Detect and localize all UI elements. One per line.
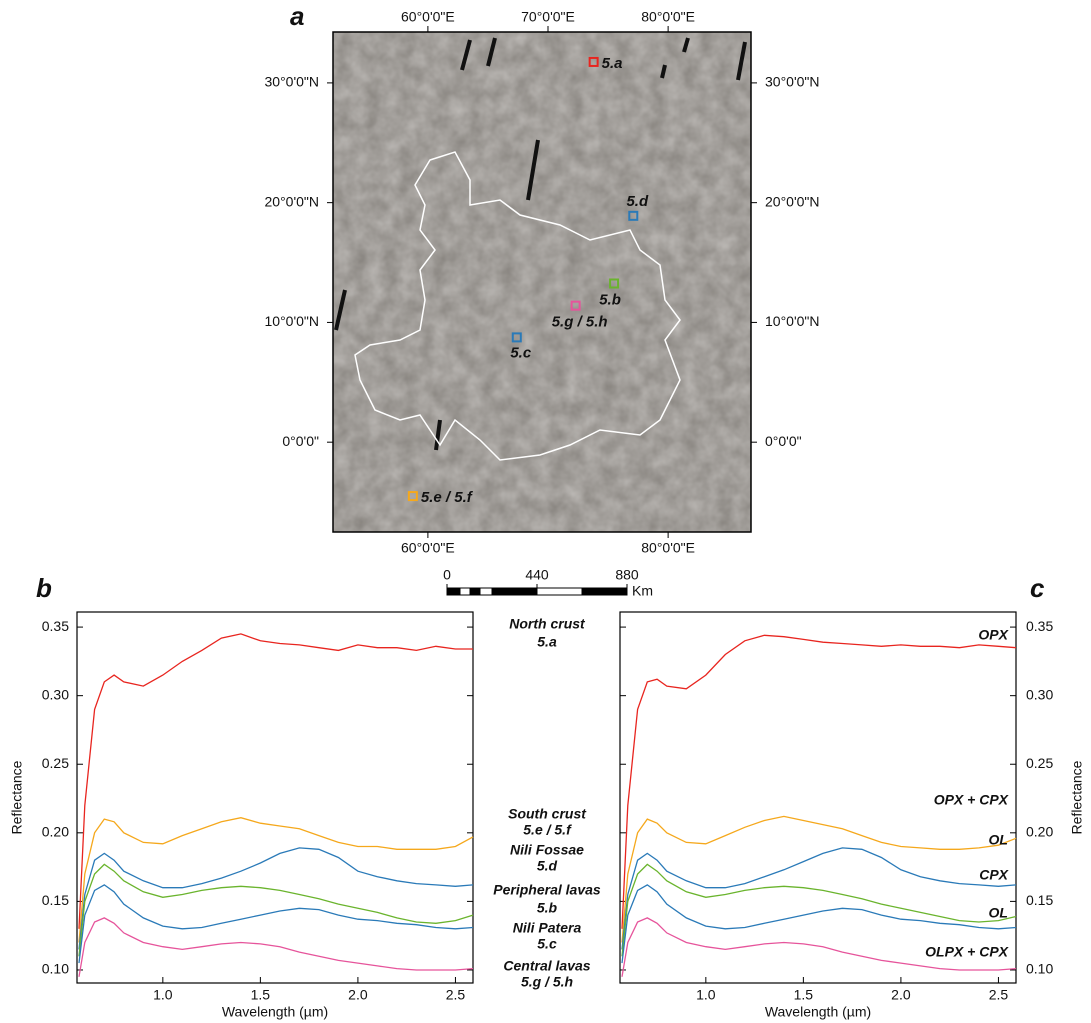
y-tick-label: 0.20 <box>42 824 69 840</box>
lon-tick-label: 80°0'0"E <box>641 540 695 556</box>
site-label: 5.a <box>602 55 623 72</box>
y-tick-label: 0.10 <box>42 961 69 977</box>
scale-segment <box>492 588 537 595</box>
legend-name: CPX <box>979 867 1009 883</box>
y-tick-label: 0.30 <box>1026 686 1053 702</box>
legend-name: OPX + CPX <box>934 792 1010 808</box>
x-tick-label: 1.5 <box>794 987 814 1003</box>
site-label: 5.d <box>626 193 649 210</box>
x-tick-label: 1.5 <box>251 987 271 1003</box>
legend-name: Nili Fossae <box>510 842 584 858</box>
spectrum-line <box>79 918 473 977</box>
legend-name: North crust <box>509 616 586 632</box>
scale-segment <box>537 588 582 595</box>
spectrum-line <box>79 634 473 929</box>
y-tick-label: 0.20 <box>1026 824 1053 840</box>
scale-label: 440 <box>525 567 549 583</box>
legend-name: Central lavas <box>503 958 590 974</box>
legend-site: 5.c <box>537 936 557 952</box>
scale-segment <box>447 588 460 595</box>
y-axis-title: Reflectance <box>1069 760 1085 834</box>
x-tick-label: 2.5 <box>989 987 1009 1003</box>
lat-tick-label: 0°0'0" <box>765 433 802 449</box>
lon-tick-label: 60°0'0"E <box>401 540 455 556</box>
legend-name: Peripheral lavas <box>493 882 601 898</box>
lat-tick-label: 30°0'0"N <box>265 74 320 90</box>
lon-tick-label: 80°0'0"E <box>641 9 695 25</box>
spectrum-line <box>622 635 1016 929</box>
spectrum-line <box>79 848 473 950</box>
map-texture <box>333 32 751 532</box>
scale-label: 0 <box>443 567 451 583</box>
scale-segment <box>460 588 470 595</box>
spectrum-line <box>622 816 1016 942</box>
y-tick-label: 0.25 <box>1026 755 1053 771</box>
scale-segment <box>470 588 480 595</box>
y-tick-label: 0.15 <box>1026 892 1053 908</box>
spectrum-line <box>79 885 473 963</box>
lon-tick-label: 60°0'0"E <box>401 9 455 25</box>
scale-label: 880 <box>615 567 639 583</box>
lat-tick-label: 0°0'0" <box>282 433 319 449</box>
scale-segment <box>582 588 627 595</box>
panel-label: b <box>36 573 52 603</box>
legend-name: OPX <box>978 627 1009 643</box>
scale-unit: Km <box>632 583 653 599</box>
legend-site: 5.b <box>537 900 558 916</box>
plot-frame <box>77 612 473 983</box>
x-tick-label: 2.0 <box>891 987 911 1003</box>
lat-tick-label: 30°0'0"N <box>765 74 820 90</box>
y-tick-label: 0.35 <box>42 618 69 634</box>
x-axis-title: Wavelength (µm) <box>765 1004 871 1020</box>
x-tick-label: 2.5 <box>446 987 466 1003</box>
legend-site: 5.g / 5.h <box>521 974 573 990</box>
site-label: 5.e / 5.f <box>421 489 474 506</box>
site-label: 5.g / 5.h <box>552 314 608 331</box>
y-tick-label: 0.10 <box>1026 961 1053 977</box>
panel-label: a <box>290 1 304 31</box>
legend-site: 5.d <box>537 858 558 874</box>
lat-tick-label: 10°0'0"N <box>265 313 320 329</box>
scale-segment <box>480 588 492 595</box>
lat-tick-label: 10°0'0"N <box>765 313 820 329</box>
y-tick-label: 0.30 <box>42 686 69 702</box>
legend-name: South crust <box>508 806 587 822</box>
legend-site: 5.e / 5.f <box>523 822 572 838</box>
y-tick-label: 0.35 <box>1026 618 1053 634</box>
x-tick-label: 1.0 <box>153 987 173 1003</box>
legend-name: Nili Patera <box>513 920 582 936</box>
figure: a b c 60°0'0"E 70°0'0"E 80°0'0"E 60°0'0"E 80… <box>0 0 1091 1023</box>
legend-name: OL <box>989 832 1008 848</box>
site-label: 5.b <box>599 291 621 308</box>
spectrum-line <box>79 818 473 943</box>
y-tick-label: 0.25 <box>42 755 69 771</box>
x-axis-title: Wavelength (µm) <box>222 1004 328 1020</box>
lat-tick-label: 20°0'0"N <box>265 193 320 209</box>
panel-label: c <box>1030 573 1045 603</box>
y-tick-label: 0.15 <box>42 892 69 908</box>
legend-name: OLPX + CPX <box>925 944 1010 960</box>
lon-tick-label: 70°0'0"E <box>521 9 575 25</box>
legend-site: 5.a <box>537 634 557 650</box>
site-label: 5.c <box>510 344 532 361</box>
spectrum-line <box>622 848 1016 950</box>
lat-tick-label: 20°0'0"N <box>765 193 820 209</box>
x-tick-label: 2.0 <box>348 987 368 1003</box>
x-tick-label: 1.0 <box>696 987 716 1003</box>
legend-name: OL <box>989 905 1008 921</box>
y-axis-title: Reflectance <box>9 760 25 834</box>
